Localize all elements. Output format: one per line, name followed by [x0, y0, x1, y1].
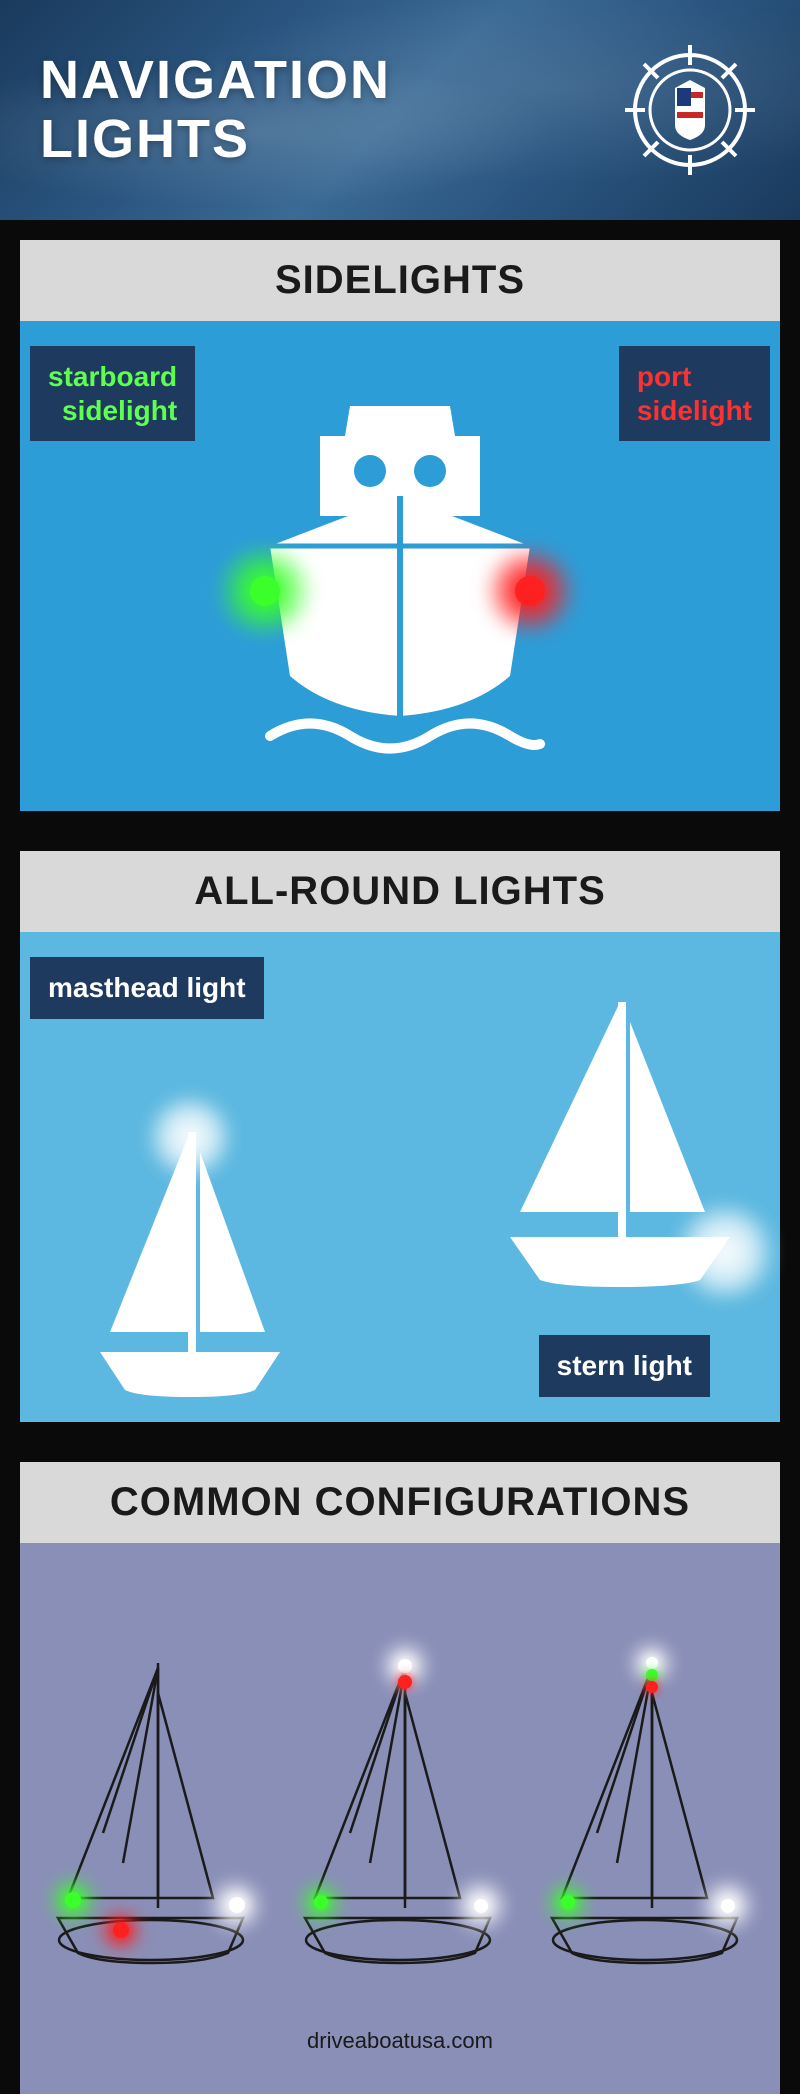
header-title: NAVIGATION LIGHTS	[40, 51, 391, 170]
white-light-2	[474, 1899, 488, 1913]
label-port-line1: port	[637, 361, 691, 392]
section-allround: ALL-ROUND LIGHTS masthead light stern li…	[0, 831, 800, 1442]
footer: driveaboatusa.com	[20, 2003, 780, 2094]
config-body	[20, 1543, 780, 2003]
white-light-2	[721, 1899, 735, 1913]
allround-header: ALL-ROUND LIGHTS	[20, 851, 780, 932]
green-light	[646, 1669, 658, 1681]
config-boat-2	[290, 1653, 510, 1973]
masthead-light-glow	[145, 1092, 235, 1182]
white-light	[398, 1659, 412, 1673]
label-port: port sidelight	[619, 346, 770, 441]
header: NAVIGATION LIGHTS	[0, 0, 800, 220]
ship-front-view	[210, 366, 590, 766]
sailboat-stern	[490, 992, 750, 1292]
allround-body: masthead light stern light	[20, 932, 780, 1422]
port-light	[515, 576, 545, 606]
green-light	[314, 1895, 328, 1909]
label-starboard-line1: starboard	[48, 361, 177, 392]
label-port-line2: sidelight	[637, 395, 752, 426]
sailboat-masthead	[80, 1122, 300, 1402]
sidelights-header: SIDELIGHTS	[20, 240, 780, 321]
config-boat-3	[537, 1653, 757, 1973]
white-light	[646, 1657, 658, 1669]
red-light	[398, 1675, 412, 1689]
starboard-light	[250, 576, 280, 606]
footer-url: driveaboatusa.com	[307, 2028, 493, 2053]
infographic-page: NAVIGATION LIGHTS SIDELIGHTS starboard	[0, 0, 800, 2094]
label-starboard: starboard sidelight	[30, 346, 195, 441]
sidelights-body: starboard sidelight port sidelight	[20, 321, 780, 811]
logo-ship-wheel	[620, 40, 760, 180]
title-line2: LIGHTS	[40, 109, 250, 169]
red-light	[646, 1681, 658, 1693]
label-starboard-line2: sidelight	[62, 395, 177, 426]
label-masthead: masthead light	[30, 957, 264, 1019]
section-config: COMMON CONFIGURATIONS	[0, 1442, 800, 2094]
config-header: COMMON CONFIGURATIONS	[20, 1462, 780, 1543]
green-light-2	[561, 1895, 575, 1909]
config-boat-1	[43, 1653, 263, 1973]
title-line1: NAVIGATION	[40, 50, 391, 110]
stern-light-glow	[670, 1202, 780, 1302]
section-sidelights: SIDELIGHTS starboard sidelight port side…	[0, 220, 800, 831]
config-boats-row	[20, 1653, 780, 1973]
label-stern: stern light	[539, 1335, 710, 1397]
